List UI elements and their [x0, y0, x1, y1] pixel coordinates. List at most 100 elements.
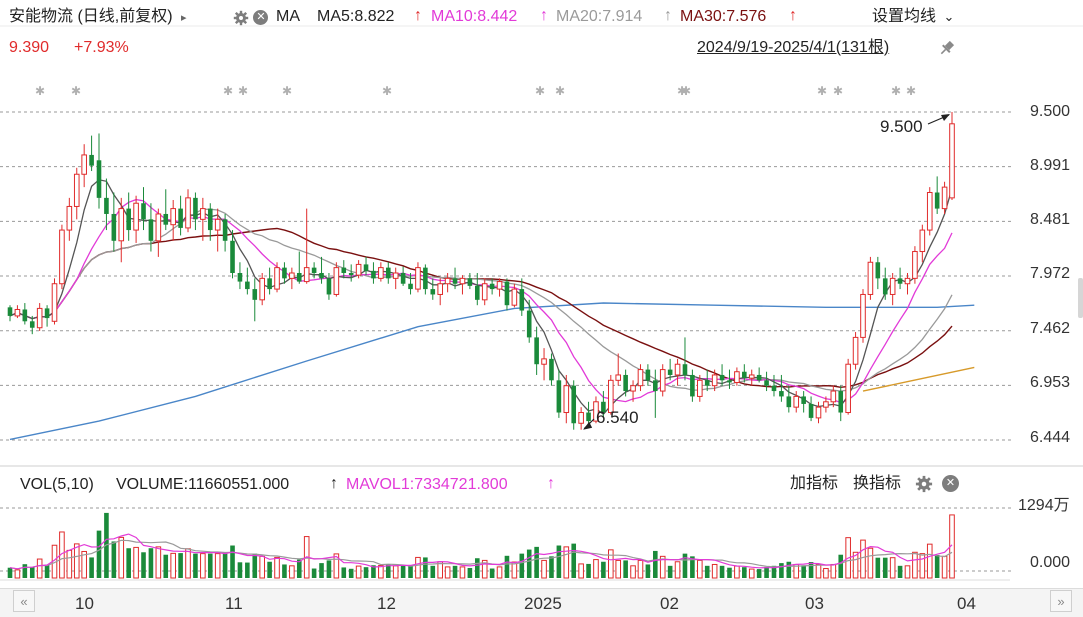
- candle-body: [682, 364, 688, 375]
- volume-bar: [667, 565, 673, 578]
- candle-body: [126, 208, 131, 231]
- price-tick: 8.481: [1030, 211, 1071, 228]
- candle-body: [444, 277, 451, 285]
- volume-bar: [630, 565, 636, 579]
- volume-bar: [385, 564, 391, 578]
- candle-body: [348, 272, 354, 276]
- volume-bar: [815, 563, 822, 579]
- volume-bar: [653, 550, 658, 578]
- set-ma-button[interactable]: 设置均线 ⌄: [872, 7, 954, 27]
- candle-body: [214, 218, 221, 231]
- candle-body: [578, 412, 584, 424]
- candle-body: [586, 412, 591, 422]
- candle-body: [549, 358, 554, 381]
- title-dropdown-icon[interactable]: ▸: [181, 12, 187, 24]
- price-tick: 7.972: [1030, 265, 1071, 282]
- candle-body: [615, 374, 622, 381]
- pin-icon[interactable]: [938, 39, 956, 62]
- volume-bar: [326, 560, 332, 578]
- volume-bar: [704, 565, 710, 578]
- candle-body: [571, 385, 577, 424]
- candle-body: [674, 363, 681, 376]
- candle-body: [363, 264, 369, 271]
- close-icon[interactable]: ✕: [253, 10, 269, 26]
- volume-bar: [823, 568, 829, 579]
- candle-body: [541, 358, 547, 365]
- volume-bar: [690, 556, 695, 578]
- volume-bar: [89, 557, 94, 578]
- stock-name: 安能物流 (日线,前复权): [9, 8, 173, 25]
- candle-body: [371, 270, 376, 279]
- candle-body: [333, 267, 340, 295]
- volume-bar: [29, 567, 35, 578]
- candle-body: [659, 369, 666, 392]
- candle-body: [51, 283, 58, 322]
- high-arrow-head: [941, 114, 950, 121]
- candle-body: [889, 277, 896, 295]
- volume-bar: [645, 564, 651, 578]
- event-marker-icon: ✱: [681, 84, 691, 98]
- volume-bar: [163, 554, 169, 578]
- candle-body: [408, 283, 413, 290]
- candle-body: [793, 395, 800, 408]
- volume-bar: [237, 562, 243, 578]
- add-indicator-button[interactable]: 加指标: [790, 475, 839, 492]
- volume-bar: [697, 559, 703, 579]
- volume-bar: [170, 552, 176, 579]
- volume-bar: [141, 552, 146, 578]
- candle-body: [274, 267, 280, 290]
- volume-bar: [319, 563, 324, 578]
- stock-title[interactable]: 安能物流 (日线,前复权) ▸: [9, 7, 187, 28]
- indicator-gear-icon[interactable]: [915, 475, 933, 498]
- volume-bar: [882, 557, 888, 578]
- candle-body: [519, 289, 525, 311]
- volume-bar: [178, 553, 183, 578]
- volume-bar: [593, 559, 599, 579]
- candle-body: [200, 208, 206, 220]
- candle-body: [489, 283, 495, 290]
- gear-icon[interactable]: [233, 10, 249, 26]
- candle-body: [14, 308, 21, 317]
- side-handle[interactable]: [1078, 278, 1083, 318]
- event-marker-icon: ✱: [238, 84, 248, 98]
- candle-body: [148, 219, 154, 241]
- candle-body: [496, 281, 503, 290]
- volume-bar: [771, 565, 777, 578]
- candle-body: [430, 289, 436, 295]
- volume-bar: [185, 548, 191, 579]
- volume-bar: [534, 546, 539, 578]
- candle-body: [207, 208, 213, 231]
- volume-bar: [481, 559, 488, 579]
- candle-body: [711, 374, 718, 387]
- candle-body: [474, 285, 480, 300]
- candle-body: [385, 267, 391, 279]
- time-scrollbar[interactable]: [0, 588, 1083, 617]
- volume-bar: [711, 563, 718, 579]
- volume-bar: [430, 565, 436, 578]
- candle-body: [838, 391, 844, 413]
- candle-body: [941, 186, 948, 210]
- price-tick: 6.953: [1030, 374, 1071, 391]
- candle-body: [526, 310, 532, 338]
- volume-bar: [341, 567, 347, 578]
- low-annotation: 6.540: [596, 408, 639, 427]
- indicator-close-icon[interactable]: ✕: [942, 475, 959, 493]
- candle-body: [311, 267, 317, 273]
- scroll-left-button[interactable]: «: [13, 590, 35, 612]
- volume-bar: [734, 565, 740, 579]
- volume-bar: [363, 567, 369, 578]
- switch-indicator-button[interactable]: 换指标: [853, 475, 902, 492]
- volume-bar: [148, 548, 154, 578]
- volume-bar: [496, 566, 503, 579]
- scroll-right-button[interactable]: »: [1050, 590, 1072, 612]
- event-marker-icon: ✱: [382, 84, 392, 98]
- volume-bar: [830, 563, 837, 579]
- mavol1-line: [9, 533, 953, 570]
- volume-bar: [912, 551, 918, 579]
- date-range[interactable]: 2024/9/19-2025/4/1(131根): [697, 39, 890, 56]
- volume-bar: [400, 565, 406, 578]
- candle-body: [667, 369, 673, 375]
- candle-body: [623, 374, 628, 392]
- volume-bar: [155, 546, 162, 579]
